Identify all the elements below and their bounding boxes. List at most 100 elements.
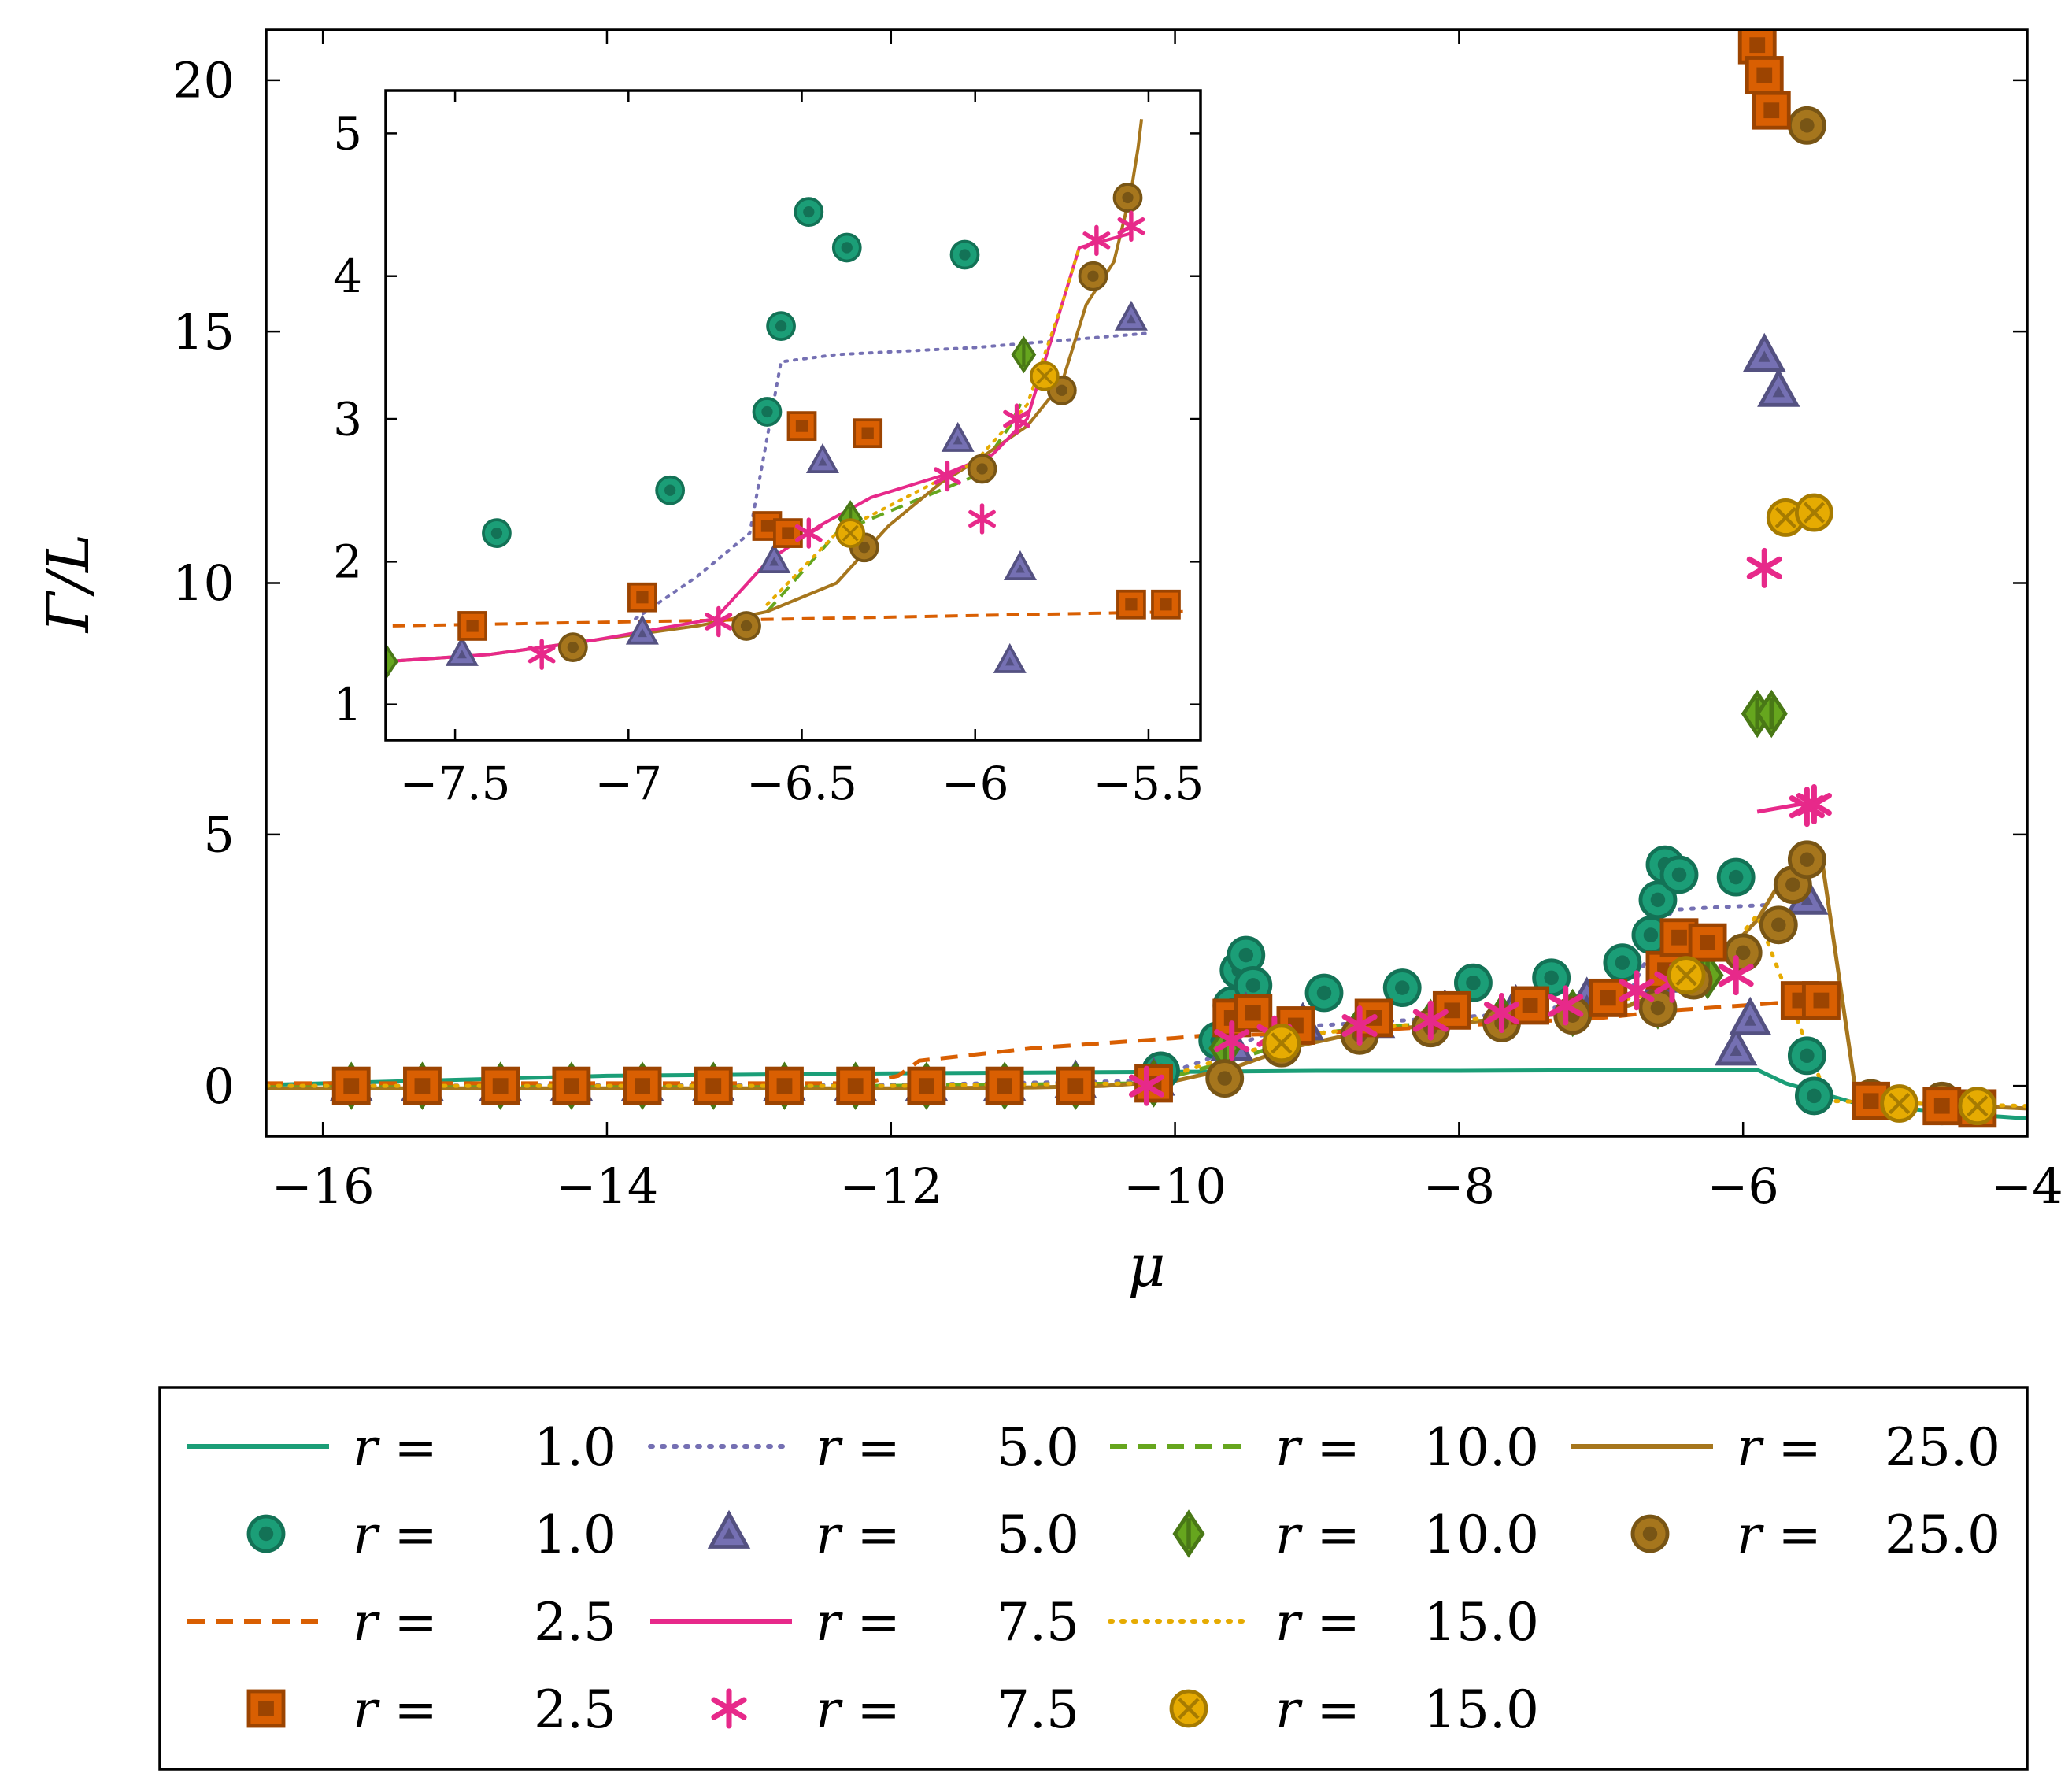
legend-label: r = xyxy=(816,1417,901,1478)
main-point-r-25-0-circle-core xyxy=(1800,118,1815,133)
main-xtick-label: −14 xyxy=(556,1157,659,1215)
main-point-r-2-5-square-core xyxy=(705,1078,722,1094)
main-point-r-25-0-circle-core xyxy=(1735,945,1751,961)
legend-marker-square xyxy=(246,1689,286,1728)
legend-label-eq: = xyxy=(841,1679,901,1740)
inset-point-r-10-0-diamond xyxy=(386,642,398,681)
main-series-line-r-5-0-dotted xyxy=(266,902,1774,1088)
main-point-r-1-0-circle xyxy=(1794,1076,1833,1116)
legend-item: r = 5.0 xyxy=(648,1417,1079,1478)
main-point-r-15-0-circle-x-x2 xyxy=(1271,1032,1293,1054)
inset-point-r-1-0-circle xyxy=(831,232,862,263)
main-point-r-2-5-square-box xyxy=(1688,923,1727,962)
inset-point-r-15-0-circle-x xyxy=(1029,361,1060,391)
legend-value: 5.0 xyxy=(997,1505,1079,1565)
legend-label-var: r xyxy=(353,1592,380,1653)
main-point-r-7-5-star xyxy=(1412,1000,1449,1041)
legend-label-var: r xyxy=(353,1679,380,1740)
main-point-r-2-5-square-core xyxy=(997,1078,1012,1094)
legend-marker-triangle-core xyxy=(723,1527,735,1539)
legend-item: r = 15.0 xyxy=(1169,1679,1539,1740)
main-point-r-25-0-circle xyxy=(1205,1059,1245,1098)
legend-label: r = xyxy=(1275,1505,1360,1565)
legend-label-var: r xyxy=(816,1592,843,1653)
main-point-r-25-0-circle xyxy=(1723,933,1763,972)
main-point-r-15-0-circle-x xyxy=(1880,1084,1919,1123)
inset-panel: −7.5 −7 −6.5 −6 −5.5 1 2 3 4 5 xyxy=(333,89,1204,810)
inset-point-r-7-5-star-arm xyxy=(934,467,961,485)
inset-frame xyxy=(384,89,1202,742)
inset-point-r-2-5-square-core xyxy=(861,427,874,439)
main-point-r-15-0-circle-x-x2 xyxy=(1888,1092,1911,1115)
inset-point-r-2-5-square-box xyxy=(773,518,803,548)
main-point-r-1-0-circle-core xyxy=(1728,869,1744,885)
inset-point-r-7-5-star xyxy=(1117,210,1145,242)
main-point-r-25-0-circle xyxy=(1787,840,1826,879)
main-frame xyxy=(265,28,2029,1138)
legend-value: 25.0 xyxy=(1885,1505,2000,1565)
legend-label-eq: = xyxy=(841,1592,901,1653)
legend-label-var: r xyxy=(1737,1505,1764,1565)
main-point-r-2-5-square xyxy=(1432,990,1471,1030)
main-point-r-2-5-square-core xyxy=(1245,1005,1261,1021)
main-point-r-2-5-square-box xyxy=(836,1066,875,1105)
main-point-r-7-5-star xyxy=(1214,1020,1250,1061)
main-point-r-1-0-circle xyxy=(1304,973,1344,1013)
main-point-r-25-0-circle xyxy=(1787,106,1826,145)
legend-value: 2.5 xyxy=(534,1592,616,1653)
inset-point-r-5-0-triangle-core xyxy=(1016,564,1025,573)
legend-item: r = 7.5 xyxy=(650,1592,1079,1653)
main-point-r-1-0-circle-core xyxy=(1466,975,1481,990)
inset-point-r-1-0-circle xyxy=(794,197,824,227)
main-point-r-2-5-square-core xyxy=(563,1078,579,1094)
main-point-r-7-5-star xyxy=(1746,547,1782,588)
legend-marker-star xyxy=(711,1688,747,1729)
inset-point-r-2-5-square xyxy=(627,582,657,613)
main-point-r-15-0-circle-x-x2 xyxy=(1803,502,1826,524)
main-point-r-1-0-circle xyxy=(1787,1036,1826,1076)
main-point-r-2-5-square-core xyxy=(1700,935,1715,951)
inset-point-r-1-0-circle-core xyxy=(959,249,971,261)
main-point-r-2-5-square xyxy=(1801,981,1841,1020)
legend-label-eq: = xyxy=(1301,1592,1360,1653)
main-point-r-1-0-circle xyxy=(1716,857,1756,897)
main-point-r-2-5-square xyxy=(623,1066,662,1105)
inset-point-r-15-0-circle-x xyxy=(835,518,866,548)
legend-item: r = 1.0 xyxy=(246,1505,616,1565)
inset-point-r-7-5-star-arm xyxy=(527,645,556,664)
main-point-r-5-0-triangle-core xyxy=(1800,894,1814,905)
inset-point-r-5-0-triangle xyxy=(993,642,1027,673)
legend-label-eq: = xyxy=(1301,1417,1360,1478)
inset-point-r-1-0-circle-core xyxy=(664,484,676,496)
inset-xtick-label: −7.5 xyxy=(400,757,511,810)
inset-point-r-25-0-circle-core xyxy=(1087,270,1099,282)
inset-point-r-1-0-circle xyxy=(482,518,512,548)
main-point-r-2-5-square xyxy=(836,1066,875,1105)
main-xtick-label: −10 xyxy=(1123,1157,1227,1215)
inset-point-r-15-0-circle-x-x2 xyxy=(842,524,859,542)
inset-point-r-7-5-star xyxy=(705,605,733,638)
inset-point-r-25-0-circle-core xyxy=(740,620,753,632)
legend-marker-star-arm xyxy=(711,1697,747,1720)
main-ytick-label: 10 xyxy=(172,554,235,612)
main-point-r-5-0-triangle xyxy=(1743,332,1786,372)
inset-point-r-25-0-circle-core xyxy=(567,642,579,653)
main-point-r-2-5-square xyxy=(1922,1087,1962,1126)
main-ytick-label: 20 xyxy=(172,52,235,109)
main-point-r-7-5-star-arm xyxy=(1128,1074,1165,1098)
main-point-r-1-0-circle-core xyxy=(1807,1088,1822,1104)
legend-label-var: r xyxy=(353,1417,380,1478)
legend-label: r = xyxy=(1275,1679,1360,1740)
legend-label-eq: = xyxy=(1762,1417,1822,1478)
inset-point-r-5-0-triangle-core xyxy=(637,628,647,638)
inset-point-r-2-5-square-core xyxy=(466,620,479,632)
legend-marker-circle-core xyxy=(258,1526,274,1542)
main-point-r-10-0-diamond xyxy=(1755,689,1788,739)
inset-point-r-2-5-square xyxy=(773,518,803,548)
inset-point-r-7-5-star-arm xyxy=(705,613,733,631)
main-point-r-2-5-square xyxy=(552,1066,591,1105)
main-point-r-2-5-square-box xyxy=(1432,990,1471,1030)
main-point-r-7-5-star xyxy=(1548,985,1584,1026)
legend-label-eq: = xyxy=(378,1417,438,1478)
main-point-r-2-5-square xyxy=(985,1066,1024,1105)
